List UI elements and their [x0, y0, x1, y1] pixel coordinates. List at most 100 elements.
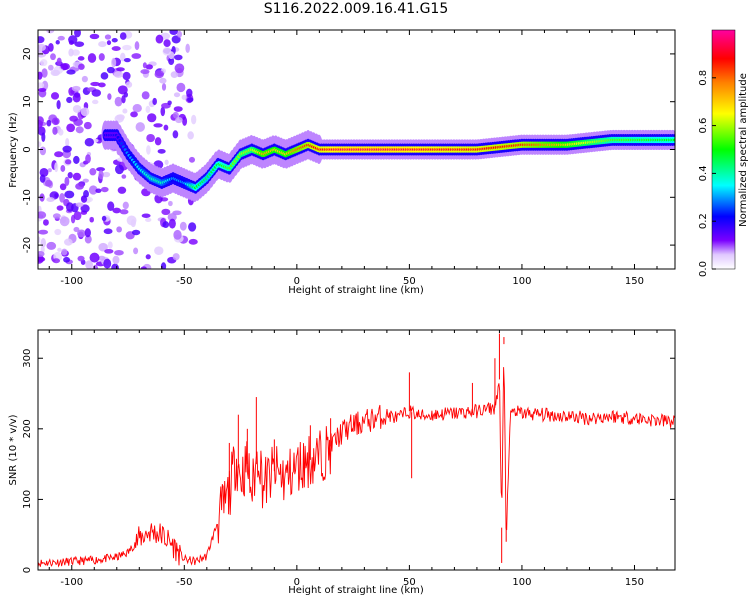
spectrogram-noise-blob	[170, 71, 179, 78]
spectrogram-noise-blob	[154, 137, 162, 146]
spectrogram-noise-blob	[164, 159, 169, 165]
spectrogram-noise-blob	[103, 258, 112, 269]
spectrogram-noise-blob	[98, 242, 108, 252]
snr-xlabel: Height of straight line (km)	[288, 585, 424, 596]
spectrogram-noise-blob	[168, 218, 176, 229]
spectrogram-noise-blob	[167, 213, 177, 222]
spectrogram-noise-blob	[55, 40, 60, 45]
spectrogram-noise-blob	[85, 260, 94, 269]
spectrogram-noise-blob	[46, 30, 55, 34]
spectrogram-noise-blob	[119, 209, 129, 215]
spectrogram-noise-blob	[157, 148, 166, 154]
spectrogram-noise-blob	[38, 141, 42, 148]
spectrogram-noise-blob	[78, 63, 85, 70]
spectrogram-noise-blob	[98, 53, 105, 61]
y-tick-label: 0	[22, 567, 33, 573]
spectrogram-noise-blob	[46, 197, 55, 202]
spectrogram-noise-blob	[181, 94, 187, 100]
colorbar-label: Normalized spectral amplitude	[738, 73, 749, 227]
spectrogram-noise-blob	[52, 213, 61, 219]
spectrogram-noise-blob	[145, 217, 152, 223]
spectrogram-noise-blob	[117, 186, 127, 194]
spectrogram-noise-blob	[57, 247, 62, 252]
spectrogram-noise-blob	[187, 97, 194, 103]
spectrogram-noise-blob	[162, 221, 170, 229]
spectrogram-noise-blob	[77, 229, 86, 238]
spectrogram-noise-blob	[89, 252, 100, 263]
x-tick-label: 150	[625, 276, 644, 287]
spectrogram-noise-blob	[107, 241, 113, 249]
spectrogram-noise-blob	[74, 41, 85, 47]
spectrogram-noise-blob	[59, 193, 65, 203]
spectrogram-noise-blob	[172, 111, 179, 119]
spectrogram-noise-blob	[58, 128, 64, 136]
spectrogram-noise-blob	[191, 114, 197, 125]
spectrogram-noise-blob	[80, 107, 90, 117]
spectrogram-noise-blob	[107, 93, 112, 101]
spectrogram-xlabel: Height of straight line (km)	[288, 285, 424, 296]
spectrogram-noise-blob	[91, 89, 102, 97]
spectrogram-noise-blob	[41, 68, 48, 78]
colorbar-tick-label: 0.0	[698, 261, 709, 277]
spectrogram-noise-blob	[141, 213, 151, 218]
spectrogram-noise-blob	[121, 95, 126, 104]
spectrogram-noise-blob	[41, 132, 46, 143]
snr-frame	[37, 329, 676, 571]
spectrogram-noise-blob	[155, 34, 164, 44]
x-tick-label: 0	[294, 577, 300, 588]
spectrogram-noise-blob	[52, 258, 61, 264]
spectrogram-noise-blob	[54, 151, 64, 158]
spectrogram-noise-blob	[145, 64, 153, 70]
spectrogram-noise-blob	[64, 190, 75, 199]
spectrogram-noise-blob	[51, 117, 60, 126]
spectrogram-noise-blob	[52, 126, 58, 135]
spectrogram-noise-blob	[73, 211, 82, 221]
spectrogram-noise-blob	[75, 183, 84, 190]
spectrogram-noise-blob	[38, 71, 43, 80]
spectrogram-noise-blob	[174, 54, 183, 61]
spectrogram-noise-blob	[62, 145, 72, 153]
spectrogram-noise-blob	[84, 138, 95, 147]
spectrogram-noise-blob	[163, 39, 171, 48]
spectrogram-noise-blob	[161, 83, 167, 91]
spectrogram-noise-blob	[66, 69, 76, 75]
spectrogram-noise-blob	[47, 168, 52, 173]
spectrogram-noise-blob	[43, 219, 49, 226]
spectrogram-noise-blob	[168, 51, 175, 60]
spectrogram-noise-blob	[68, 35, 78, 45]
spectrogram-noise-blob	[75, 202, 84, 208]
spectrogram-noise-blob	[111, 37, 118, 43]
spectrogram-noise-blob	[40, 59, 48, 67]
spectrogram-noise-blob	[84, 228, 91, 238]
spectrogram-noise-blob	[174, 63, 185, 74]
spectrogram-noise-blob	[130, 111, 138, 118]
spectrogram-noise-blob	[131, 229, 141, 236]
x-tick-label: -100	[60, 577, 83, 588]
colorbar-tick-label: 0.6	[698, 118, 709, 134]
spectrogram-noise-blob	[188, 222, 197, 232]
spectrogram-noise-blob	[82, 178, 89, 183]
x-tick-label: 150	[625, 577, 644, 588]
spectrogram-noise-blob	[87, 53, 97, 63]
spectrogram-noise-blob	[38, 236, 41, 244]
snr-marks	[38, 333, 675, 568]
spectrogram-noise-blob	[116, 114, 125, 121]
spectrogram-noise-blob	[40, 238, 46, 248]
spectrogram-noise-blob	[176, 82, 186, 93]
spectrogram-noise-blob	[153, 123, 163, 128]
spectrogram-noise-blob	[66, 123, 76, 133]
spectrogram-noise-blob	[98, 169, 104, 180]
spectrogram-noise-blob	[173, 229, 182, 240]
spectrogram-noise-blob	[152, 97, 157, 106]
spectrogram-noise-blob	[38, 256, 46, 262]
spectrogram-noise-blob	[122, 44, 132, 51]
spectrogram-noise-blob	[39, 146, 47, 156]
snr-ticks: -100 -50 0 50 100 150 0 100 200 300	[22, 330, 675, 588]
spectrogram-noise-blob	[77, 56, 85, 61]
spectrogram-noise-blob	[75, 126, 84, 134]
spectrogram-noise-blob	[72, 93, 81, 103]
spectrogram-noise-blob	[56, 205, 64, 211]
spectrogram-noise-blob	[169, 30, 179, 35]
